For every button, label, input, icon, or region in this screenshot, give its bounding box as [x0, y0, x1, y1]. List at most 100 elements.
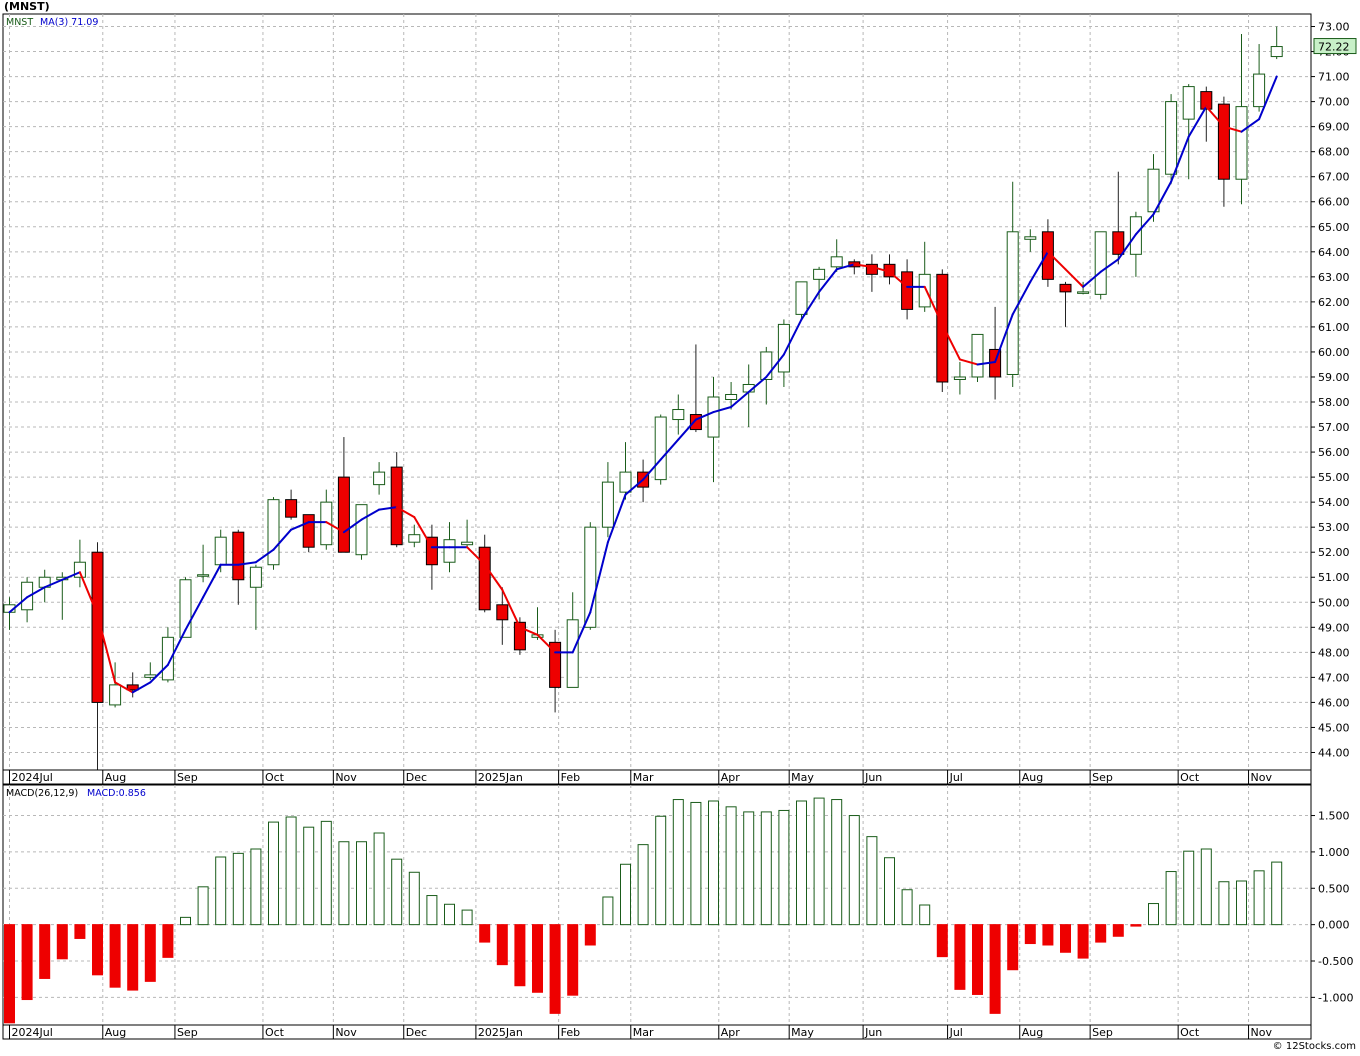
macd-bar-negative [549, 924, 561, 1014]
ma3-segment [624, 478, 645, 496]
macd-bar-positive [1236, 880, 1247, 926]
macd-bar-negative [1130, 924, 1142, 927]
candle-up [461, 541, 474, 546]
ma3-segment [888, 270, 909, 288]
ma3-segment [8, 596, 29, 614]
y-tick-label: 44.00 [1318, 746, 1350, 759]
ma3-segment [272, 528, 293, 551]
y-tick-label: 45.00 [1318, 721, 1350, 734]
candle-down [302, 514, 315, 548]
candle-down [478, 546, 491, 611]
y-tick-label: 66.00 [1318, 196, 1350, 209]
ma3-segment [131, 681, 152, 694]
ma3-segment [202, 563, 222, 599]
y-tick-label: 67.00 [1318, 171, 1350, 184]
ma3-segment [958, 358, 979, 366]
macd-bar-positive [778, 809, 790, 926]
macd-bar-positive [725, 806, 737, 926]
candle-up [109, 684, 122, 706]
candle-up [1077, 291, 1090, 294]
candle-up [707, 396, 720, 438]
ma3-segment [395, 506, 416, 519]
macd-bar-negative [567, 924, 579, 996]
macd-bar-positive [444, 903, 455, 926]
x-tick-label: Nov [335, 1026, 357, 1039]
x-tick-label: Jun [864, 1026, 882, 1039]
candle-up [1235, 106, 1248, 180]
x-tick-label: Aug [1022, 1026, 1043, 1039]
macd-bar-positive [813, 797, 825, 926]
ma3-segment [1205, 105, 1225, 128]
ma3-segment [254, 548, 275, 564]
y-tick-label: 73.00 [1318, 21, 1350, 34]
y-tick-label: 65.00 [1318, 221, 1350, 234]
candle-down [425, 536, 438, 566]
candle-up [214, 536, 227, 566]
candle-up [601, 481, 614, 528]
x-tick-label: Oct [1180, 1026, 1200, 1039]
candle-up [1270, 46, 1283, 58]
y-tick-label: 50.00 [1318, 596, 1350, 609]
price-legend-ma: MA(3) 71.09 [40, 17, 98, 28]
macd-bar-positive [373, 832, 385, 926]
ma3-segment [1011, 280, 1032, 316]
x-tick-label: Sep [1092, 771, 1113, 784]
x-tick-label: Nov [335, 771, 357, 784]
ma3-segment [1082, 270, 1102, 288]
y-tick-label: 0.500 [1318, 882, 1350, 895]
ma3-segment [1029, 250, 1049, 283]
candle-down [232, 531, 245, 581]
candle-down [1112, 231, 1125, 255]
candle-up [584, 526, 597, 628]
ma3-segment [325, 521, 345, 534]
macd-bar-positive [708, 800, 719, 926]
candle-up [249, 566, 262, 588]
x-tick-label: Aug [105, 771, 126, 784]
macd-bar-positive [919, 904, 931, 926]
macd-bar-positive [1253, 870, 1265, 926]
ma3-segment [606, 493, 627, 544]
macd-bar-negative [74, 924, 86, 939]
ma3-segment [1187, 105, 1208, 138]
y-tick-label: 51.00 [1318, 571, 1350, 584]
candle-up [1253, 73, 1266, 108]
candle-up [355, 504, 368, 556]
candle-up [73, 561, 86, 578]
macd-legend-value: MACD:0.856 [87, 788, 146, 799]
candle-down [337, 476, 350, 553]
candle-down [936, 273, 949, 383]
y-tick-label: 47.00 [1318, 671, 1350, 684]
candle-up [971, 333, 984, 378]
ma3-segment [78, 571, 99, 616]
ma3-segment [712, 406, 733, 414]
y-tick-label: 71.00 [1318, 71, 1350, 84]
ma3-segment [466, 546, 486, 566]
x-tick-label: Dec [406, 771, 427, 784]
candle-down [126, 684, 139, 691]
macd-bar-negative [1007, 924, 1019, 971]
macd-bar-positive [672, 799, 684, 926]
x-axis-band [2, 769, 1312, 785]
macd-bar-positive [796, 800, 807, 926]
price-panel: 44.00 45.00 46.00 47.00 48.00 49.00 50.00 51.00… [2, 13, 1357, 785]
price-legend-symbol: MNST [6, 17, 33, 28]
macd-bar-positive [831, 799, 843, 926]
macd-bar-positive [338, 841, 350, 926]
ma3-segment [501, 588, 521, 629]
candle-up [953, 376, 966, 380]
macd-bar-negative [1077, 924, 1089, 959]
ma3-segment [290, 521, 310, 531]
candle-up [777, 323, 790, 373]
macd-bar-negative [109, 924, 121, 988]
ma3-segment [589, 541, 609, 614]
x-tick-label: Oct [1180, 771, 1200, 784]
macd-bar-positive [866, 836, 878, 926]
x-tick-label: Aug [105, 1026, 126, 1039]
candle-down [1059, 283, 1072, 293]
y-tick-label: 49.00 [1318, 621, 1350, 634]
candle-down [1041, 231, 1054, 280]
x-tick-label: Jul [949, 771, 963, 784]
candle-down [390, 466, 403, 546]
ma3-segment [26, 586, 46, 599]
